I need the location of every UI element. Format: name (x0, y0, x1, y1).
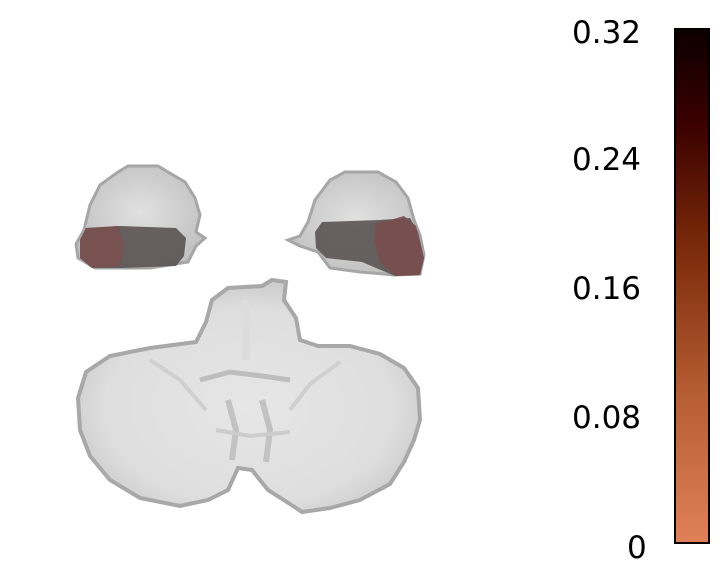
right-activation-lateral (374, 216, 424, 276)
left-activation-lateral (80, 226, 124, 268)
colorbar-tick-label: 0.08 (572, 400, 642, 436)
colorbar-tick-label: 0.24 (572, 142, 642, 178)
cerebellum-brainstem (75, 277, 423, 515)
colorbar-tick-label: 0.16 (572, 271, 642, 307)
colorbar (674, 28, 710, 544)
colorbar-tick-label: 0 (627, 530, 647, 566)
colorbar-tick-label: 0.32 (572, 15, 642, 51)
